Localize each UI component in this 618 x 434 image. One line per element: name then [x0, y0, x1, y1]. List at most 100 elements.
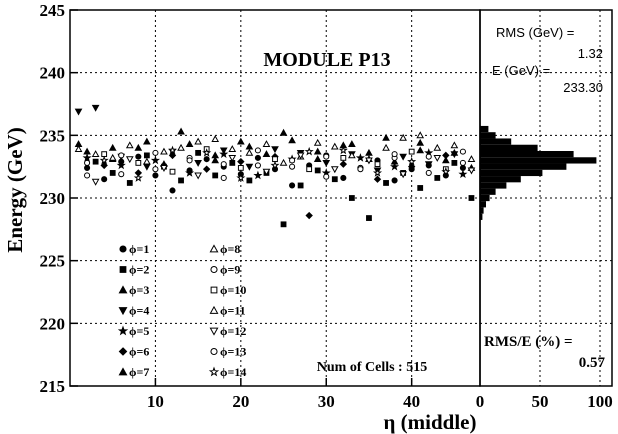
legend-marker: [209, 244, 219, 253]
data-point: [254, 162, 261, 169]
data-point: [330, 142, 339, 150]
legend-marker: [118, 285, 128, 294]
data-point: [304, 146, 314, 156]
legend-marker: [118, 347, 128, 356]
data-point: [135, 160, 142, 166]
data-point: [433, 154, 442, 162]
data-point: [365, 148, 373, 156]
data-point: [271, 146, 279, 154]
data-point: [433, 143, 442, 151]
data-point: [178, 177, 184, 184]
data-point: [245, 163, 254, 171]
histogram-bar: [480, 194, 490, 202]
data-point: [348, 140, 356, 148]
y-tick-label: 235: [40, 126, 66, 145]
data-point: [108, 153, 117, 161]
histogram-bars: [480, 125, 597, 220]
data-point: [84, 159, 91, 166]
y-tick-label: 230: [40, 189, 66, 208]
x-tick-label: 10: [147, 392, 164, 411]
data-point: [262, 140, 271, 148]
data-point: [313, 138, 322, 146]
data-point: [348, 151, 356, 159]
data-point: [169, 168, 176, 175]
histogram-bar: [480, 182, 507, 189]
legend-marker: [118, 367, 128, 376]
legend-label: ϕ=11: [220, 304, 246, 318]
legend-marker: [117, 325, 129, 336]
data-point: [366, 215, 372, 221]
legend-label: ϕ=6: [129, 345, 149, 359]
axis-ticks: 215 220 225 230 235 240 245 10 20 30 40 0 50 100: [40, 1, 613, 411]
data-point: [424, 161, 433, 169]
data-point: [84, 172, 91, 179]
legend-label: ϕ=13: [220, 345, 246, 359]
data-point: [118, 152, 125, 159]
data-point: [116, 160, 126, 170]
energy-label: E (GeV) =: [492, 63, 550, 78]
legend-label: ϕ=5: [129, 324, 149, 338]
data-point: [323, 153, 330, 160]
data-point: [467, 167, 476, 175]
data-point: [211, 156, 220, 164]
data-point: [212, 172, 219, 179]
data-point: [279, 128, 288, 136]
data-point: [108, 143, 117, 151]
legend-label: ϕ=12: [220, 324, 246, 338]
data-point: [399, 171, 407, 179]
data-point: [467, 155, 476, 163]
data-point: [372, 168, 383, 177]
data-point: [390, 161, 400, 171]
data-point: [451, 160, 458, 166]
y-tick-label: 245: [40, 1, 66, 20]
data-point: [195, 149, 202, 156]
data-point: [425, 169, 432, 176]
legend-label: ϕ=4: [129, 304, 149, 318]
data-point: [143, 157, 151, 165]
y-axis-label: Energy (GeV): [3, 127, 27, 252]
legend-marker: [208, 366, 220, 377]
data-point: [365, 157, 373, 165]
data-point: [357, 166, 364, 173]
y-tick-label: 220: [40, 314, 66, 333]
data-point: [459, 159, 466, 166]
legend-label: ϕ=3: [129, 283, 149, 297]
data-point: [236, 173, 246, 182]
data-point: [314, 167, 321, 174]
data-point: [296, 152, 305, 160]
data-point: [348, 195, 355, 201]
data-point: [74, 145, 83, 153]
y-tick-label: 240: [40, 64, 66, 83]
y-tick-label: 215: [40, 377, 66, 396]
legend-label: ϕ=9: [220, 263, 240, 277]
data-point: [236, 137, 245, 145]
rms-over-e-value: 0.57: [579, 355, 606, 371]
main-grid: [70, 10, 480, 386]
data-point: [262, 168, 271, 176]
data-point: [91, 150, 100, 158]
data-point: [254, 154, 261, 161]
legend-label: ϕ=8: [220, 242, 240, 256]
data-point: [237, 165, 244, 171]
rms-value: 1.32: [578, 46, 603, 61]
legend-marker: [119, 266, 127, 273]
data-point: [417, 185, 424, 191]
legend-label: ϕ=14: [220, 365, 246, 379]
data-point: [313, 147, 322, 155]
data-point: [408, 148, 415, 155]
data-point: [270, 160, 280, 170]
data-point: [323, 173, 330, 180]
data-point: [126, 180, 133, 186]
data-point: [202, 148, 212, 157]
data-point: [305, 211, 313, 220]
data-point: [194, 172, 202, 180]
histogram-bar: [480, 138, 512, 145]
legend-label: ϕ=10: [220, 283, 246, 297]
data-point: [425, 153, 432, 160]
data-point: [442, 151, 450, 160]
data-point: [355, 153, 365, 162]
histogram-bar: [480, 125, 489, 133]
data-point: [185, 168, 195, 177]
data-point: [254, 147, 261, 154]
